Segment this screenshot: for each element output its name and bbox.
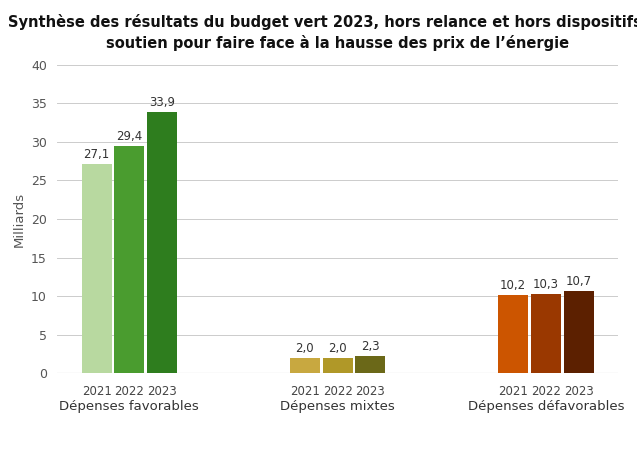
Title: Synthèse des résultats du budget vert 2023, hors relance et hors dispositifs de
: Synthèse des résultats du budget vert 20… [8,14,637,51]
Text: 2,0: 2,0 [296,342,314,355]
Bar [82,164,111,373]
Bar [564,291,594,373]
Bar [114,147,145,373]
Text: Dépenses mixtes: Dépenses mixtes [280,401,395,414]
Bar [322,358,353,373]
Text: 10,7: 10,7 [566,275,592,288]
Text: 2023: 2023 [147,385,177,398]
Text: 33,9: 33,9 [149,95,175,108]
Text: 2022: 2022 [323,385,352,398]
Text: 2023: 2023 [355,385,385,398]
Text: 10,2: 10,2 [500,278,526,291]
Text: 2022: 2022 [531,385,561,398]
Bar [531,294,561,373]
Text: 2023: 2023 [564,385,594,398]
Bar [290,358,320,373]
Bar [355,355,385,373]
Text: Dépenses favorables: Dépenses favorables [59,401,199,414]
Text: 27,1: 27,1 [83,148,110,161]
Bar [147,112,177,373]
Text: 2,3: 2,3 [361,340,380,353]
Text: 10,3: 10,3 [533,278,559,291]
Text: 2022: 2022 [115,385,144,398]
Text: Dépenses défavorables: Dépenses défavorables [468,401,624,414]
Y-axis label: Milliards: Milliards [13,191,25,247]
Text: 2,0: 2,0 [328,342,347,355]
Bar [498,295,528,373]
Text: 2021: 2021 [82,385,111,398]
Text: 29,4: 29,4 [116,130,143,143]
Text: 2021: 2021 [290,385,320,398]
Text: 2021: 2021 [498,385,528,398]
